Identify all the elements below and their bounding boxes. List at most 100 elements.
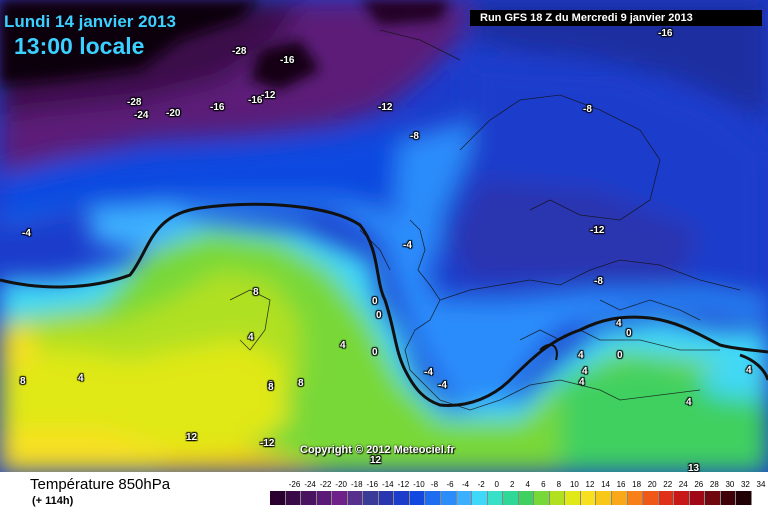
contour-label: -16: [210, 102, 225, 113]
color-swatch: [270, 491, 286, 505]
color-swatch: [518, 491, 535, 505]
contour-label: 13: [688, 463, 700, 474]
legend-tick: 22: [663, 480, 673, 489]
legend-tick: 4: [525, 480, 530, 489]
contour-label: -8: [583, 104, 592, 115]
contour-label: 4: [578, 350, 584, 361]
contour-label: -4: [22, 228, 31, 239]
legend-tick: 14: [601, 480, 610, 489]
contour-label: -20: [166, 108, 181, 119]
legend-tick: 34: [756, 480, 766, 489]
color-swatch: [456, 491, 473, 505]
contour-label: -12: [590, 225, 605, 236]
forecast-lead-time: (+ 114h): [32, 495, 74, 507]
contour-label: 0: [626, 328, 632, 339]
color-swatch: [503, 491, 519, 505]
legend-tick: 26: [694, 480, 704, 489]
legend-tick: -8: [430, 480, 439, 489]
contour-label: -8: [410, 131, 419, 142]
legend-tick: 20: [647, 480, 657, 489]
legend-tick: -12: [397, 480, 410, 489]
legend-tick: 6: [541, 480, 546, 489]
contour-label: 8: [268, 382, 274, 393]
color-swatch: [612, 491, 628, 505]
legend-tick: -10: [413, 480, 425, 489]
legend-tick: -18: [350, 480, 363, 489]
contour-label: -16: [248, 95, 263, 106]
forecast-time: 13:00 locale: [14, 33, 145, 59]
legend-tick: -14: [382, 480, 394, 489]
legend-tick: 32: [740, 480, 750, 489]
contour-label: 4: [746, 365, 752, 376]
contour-label: -4: [403, 240, 412, 251]
contour-label: 4: [616, 318, 622, 329]
legend-tick: -26: [288, 480, 301, 489]
color-swatch: [316, 491, 333, 505]
contour-label: 12: [370, 455, 382, 466]
legend-tick-labels: -26 -24 -22 -20 -18 -16 -14 -12 -10 -8 -6 -4 -2 0 2 4 6 8…: [284, 480, 766, 490]
color-swatch: [363, 491, 379, 505]
contour-label: -16: [658, 28, 673, 39]
color-swatch: [472, 491, 488, 505]
contour-label: -12: [260, 438, 275, 449]
color-swatch: [736, 491, 752, 505]
legend-tick: 18: [632, 480, 642, 489]
contour-label: 4: [248, 332, 254, 343]
color-swatch: [378, 491, 395, 505]
contour-label: -16: [280, 55, 295, 66]
legend-tick: 30: [725, 480, 735, 489]
contour-label: 0: [372, 296, 378, 307]
color-swatch: [487, 491, 504, 505]
contour-label: -12: [261, 90, 276, 101]
color-swatch: [643, 491, 659, 505]
color-scale-bar: [270, 491, 752, 505]
color-swatch: [301, 491, 317, 505]
temperature-map: [0, 0, 768, 472]
color-swatch: [425, 491, 442, 505]
contour-label: 8: [298, 378, 304, 389]
color-swatch: [674, 491, 690, 505]
contour-label: 0: [268, 380, 274, 391]
contour-label: -4: [438, 380, 447, 391]
contour-label: -8: [594, 276, 603, 287]
field-title: Température 850hPa: [30, 476, 171, 493]
color-swatch: [409, 491, 426, 505]
legend-tick: -4: [462, 480, 470, 489]
model-run-label: Run GFS 18 Z du Mercredi 9 janvier 2013: [470, 10, 762, 26]
contour-label: 4: [78, 373, 84, 384]
contour-label: 4: [686, 397, 692, 408]
contour-label: -12: [378, 102, 393, 113]
copyright-text: Copyright © 2012 Meteociel.fr: [300, 444, 455, 456]
legend-tick: 24: [678, 480, 688, 489]
legend-tick: 0: [494, 480, 499, 489]
legend-tick: -22: [319, 480, 332, 489]
color-swatch: [720, 491, 737, 505]
forecast-date: Lundi 14 janvier 2013: [4, 12, 176, 31]
legend-tick: -2: [477, 480, 485, 489]
color-swatch: [534, 491, 550, 505]
color-swatch: [332, 491, 348, 505]
legend-tick: 2: [509, 480, 515, 489]
legend-tick: -16: [366, 480, 379, 489]
color-swatch: [549, 491, 566, 505]
color-swatch: [580, 491, 597, 505]
color-swatch: [627, 491, 644, 505]
contour-label: 8: [253, 287, 259, 298]
contour-label: -28: [232, 46, 247, 57]
contour-label: -28: [127, 97, 142, 108]
contour-label: 4: [582, 366, 588, 377]
color-swatch: [285, 491, 302, 505]
color-swatch: [394, 491, 410, 505]
color-swatch: [658, 491, 675, 505]
contour-label: 8: [20, 376, 26, 387]
contour-label: -4: [424, 367, 433, 378]
contour-label: 0: [372, 347, 378, 358]
color-swatch: [705, 491, 721, 505]
color-swatch: [565, 491, 581, 505]
color-swatch: [596, 491, 613, 505]
legend-tick: 10: [569, 480, 579, 489]
contour-label: 4: [579, 377, 585, 388]
legend-tick: -6: [446, 480, 454, 489]
color-swatch: [441, 491, 457, 505]
legend-tick: -24: [304, 480, 316, 489]
